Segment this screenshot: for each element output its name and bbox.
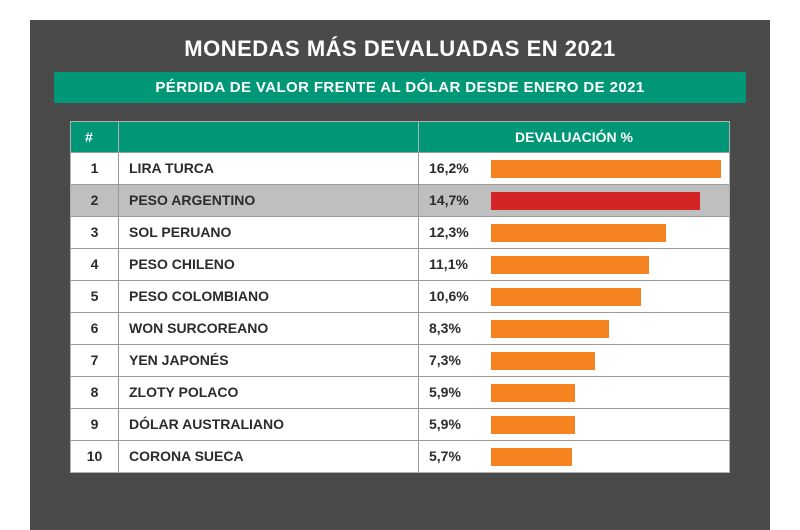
header-devaluation: DEVALUACIÓN % (419, 122, 729, 152)
cell-bar (491, 313, 729, 344)
table-row: 1LIRA TURCA16,2% (71, 152, 729, 184)
cell-rank: 5 (71, 281, 119, 312)
table-row: 10CORONA SUECA5,7% (71, 440, 729, 472)
chart-subtitle: PÉRDIDA DE VALOR FRENTE AL DÓLAR DESDE E… (54, 72, 746, 103)
bar (491, 448, 572, 466)
cell-currency-name: ZLOTY POLACO (119, 377, 419, 408)
cell-currency-name: LIRA TURCA (119, 153, 419, 184)
cell-bar (491, 409, 729, 440)
page-container: MONEDAS MÁS DEVALUADAS EN 2021 PÉRDIDA D… (0, 0, 800, 530)
cell-percent: 11,1% (419, 249, 491, 280)
cell-percent: 5,7% (419, 441, 491, 472)
cell-percent: 10,6% (419, 281, 491, 312)
cell-bar (491, 345, 729, 376)
cell-percent: 16,2% (419, 153, 491, 184)
table-header: # DEVALUACIÓN % (71, 122, 729, 152)
cell-rank: 3 (71, 217, 119, 248)
table-row: 5PESO COLOMBIANO10,6% (71, 280, 729, 312)
header-name (119, 122, 419, 152)
cell-rank: 8 (71, 377, 119, 408)
cell-currency-name: CORONA SUECA (119, 441, 419, 472)
bar (491, 160, 721, 178)
cell-percent: 14,7% (419, 185, 491, 216)
cell-currency-name: DÓLAR AUSTRALIANO (119, 409, 419, 440)
cell-bar (491, 377, 729, 408)
cell-rank: 2 (71, 185, 119, 216)
cell-currency-name: YEN JAPONÉS (119, 345, 419, 376)
cell-bar (491, 441, 729, 472)
cell-rank: 9 (71, 409, 119, 440)
table-body: 1LIRA TURCA16,2%2PESO ARGENTINO14,7%3SOL… (71, 152, 729, 472)
cell-rank: 6 (71, 313, 119, 344)
header-rank: # (71, 122, 119, 152)
cell-currency-name: SOL PERUANO (119, 217, 419, 248)
bar (491, 352, 595, 370)
cell-bar (491, 185, 729, 216)
cell-bar (491, 153, 729, 184)
chart-title: MONEDAS MÁS DEVALUADAS EN 2021 (30, 30, 770, 72)
table-row: 3SOL PERUANO12,3% (71, 216, 729, 248)
table-row: 4PESO CHILENO11,1% (71, 248, 729, 280)
cell-rank: 7 (71, 345, 119, 376)
cell-rank: 4 (71, 249, 119, 280)
cell-percent: 7,3% (419, 345, 491, 376)
cell-currency-name: WON SURCOREANO (119, 313, 419, 344)
devaluation-table: # DEVALUACIÓN % 1LIRA TURCA16,2%2PESO AR… (70, 121, 730, 473)
cell-bar (491, 249, 729, 280)
table-row: 6WON SURCOREANO8,3% (71, 312, 729, 344)
cell-percent: 5,9% (419, 377, 491, 408)
bar (491, 256, 649, 274)
cell-percent: 5,9% (419, 409, 491, 440)
chart-panel: MONEDAS MÁS DEVALUADAS EN 2021 PÉRDIDA D… (30, 20, 770, 530)
bar (491, 224, 666, 242)
table-row: 9DÓLAR AUSTRALIANO5,9% (71, 408, 729, 440)
cell-percent: 12,3% (419, 217, 491, 248)
table-row: 2PESO ARGENTINO14,7% (71, 184, 729, 216)
table-row: 8ZLOTY POLACO5,9% (71, 376, 729, 408)
cell-percent: 8,3% (419, 313, 491, 344)
cell-rank: 10 (71, 441, 119, 472)
bar (491, 192, 700, 210)
table-row: 7YEN JAPONÉS7,3% (71, 344, 729, 376)
cell-bar (491, 281, 729, 312)
bar (491, 288, 641, 306)
cell-bar (491, 217, 729, 248)
cell-currency-name: PESO COLOMBIANO (119, 281, 419, 312)
cell-currency-name: PESO CHILENO (119, 249, 419, 280)
bar (491, 384, 575, 402)
bar (491, 416, 575, 434)
bar (491, 320, 609, 338)
cell-currency-name: PESO ARGENTINO (119, 185, 419, 216)
cell-rank: 1 (71, 153, 119, 184)
